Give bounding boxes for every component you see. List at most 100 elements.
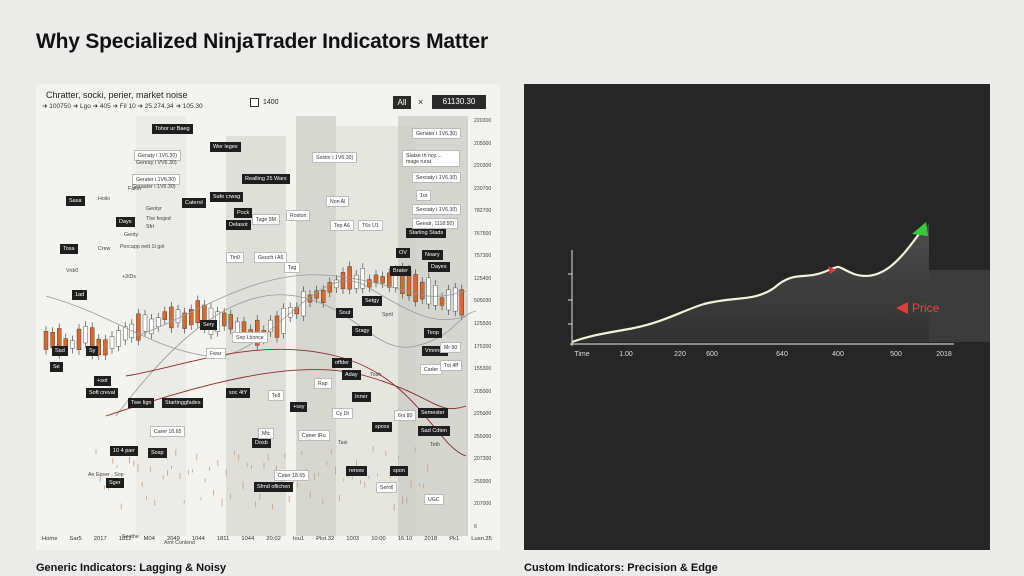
candle-body	[387, 272, 392, 288]
y-tick-label: 125400	[474, 275, 492, 282]
chart-tag: Pock	[234, 208, 253, 218]
y-tick-label: 225000	[474, 411, 492, 418]
x-tick-label: 400	[832, 351, 844, 358]
x-tick-label: 2018	[936, 351, 952, 358]
candle-body	[162, 311, 168, 320]
candle-body	[274, 315, 280, 338]
close-icon[interactable]: ×	[418, 97, 424, 107]
candle-body	[116, 330, 121, 347]
y-tick-label: 255000	[474, 433, 492, 440]
candle-body	[439, 297, 445, 306]
x-tick-label: M04	[143, 536, 155, 542]
candle-body	[281, 308, 286, 334]
chart-tag: Sy	[86, 346, 99, 356]
chart-text: Crew	[98, 246, 111, 252]
x-tick-label: 1044	[241, 536, 255, 542]
candle-body	[83, 326, 88, 344]
chart-tag: Wer leges	[210, 142, 241, 152]
candle-body	[103, 339, 108, 356]
chart-checkbox[interactable]: 1400	[250, 98, 279, 107]
x-tick-label: 16:10	[397, 536, 413, 542]
chart-tag: Soft creval	[86, 388, 118, 398]
x-tick-label: Plot.32	[316, 536, 335, 542]
chart-tag: 10 4 parr	[110, 446, 139, 456]
chart-tag: Brater	[390, 266, 411, 276]
chart-tag: soc 4tY	[226, 388, 251, 398]
chart-tag: OV	[396, 248, 410, 258]
y-tick-label: 155300	[474, 366, 492, 373]
chart-note: Te8	[268, 390, 285, 402]
x-tick-label: 1811	[216, 536, 230, 542]
x-tick-label: 1003	[346, 536, 360, 542]
x-tick-label: Lusn.35	[471, 536, 492, 542]
candle-body	[136, 313, 141, 341]
candle-body	[122, 326, 128, 341]
checkbox-box[interactable]	[250, 98, 259, 107]
chart-note: Roston	[286, 210, 311, 222]
x-tick-label: 1044	[191, 536, 205, 542]
y-tick-label: 175300	[474, 343, 492, 350]
candle-body	[287, 307, 293, 318]
chart-tag: Sout	[336, 308, 354, 318]
chart-note: Fwar	[206, 348, 226, 360]
candle-body	[360, 268, 365, 289]
y-tick-label: 505030	[474, 298, 492, 305]
chart-note: Mr 90	[440, 342, 462, 354]
x-tick-label: 2017	[93, 536, 107, 542]
chart-note: Sep Lbonce	[232, 332, 268, 344]
chart-text: Geraater i 1V6.30)	[132, 184, 176, 190]
candle-body	[340, 272, 346, 290]
chart-note: Sexoaty i 1V6.30)	[412, 172, 461, 184]
chart-text: Vnb0	[66, 268, 79, 274]
candle-body	[420, 281, 425, 300]
price-line	[571, 229, 923, 344]
chart-note: 1ot	[416, 190, 432, 202]
x-tick-label: 1812	[118, 536, 132, 542]
y-tick-label: 220300	[474, 118, 492, 124]
chart-text: Sfrt	[146, 224, 155, 230]
chart-note: Tin0	[226, 252, 244, 264]
price-marker-icon	[828, 266, 836, 274]
y-tick-label: 6	[474, 524, 477, 530]
chart-text: Sprtl	[382, 312, 393, 318]
price-label: Price	[912, 301, 940, 315]
x-tick-label: Time	[574, 351, 589, 358]
y-tick-label: 230700	[474, 185, 492, 192]
chart-note: Tep A6	[330, 220, 354, 232]
candle-body	[327, 282, 332, 293]
chart-tag: Twe Iign	[128, 398, 155, 408]
y-tick-label: 767500	[474, 230, 492, 237]
chart-text: Geoty	[124, 232, 139, 238]
chart-text: +3/Ds	[122, 274, 136, 280]
y-tick-label: 259300	[474, 478, 492, 485]
all-button[interactable]: All	[393, 96, 411, 109]
caption-custom: Custom Indicators: Precision & Edge	[524, 562, 718, 574]
chart-tag: Setgy	[362, 296, 383, 306]
chart-text: Genray i VV6.30)	[136, 160, 177, 166]
chart-note: T6s U1	[358, 220, 383, 232]
chart-note: Sexoaty i 1V6.30)	[412, 204, 461, 216]
chart-tag: Starling Stads	[406, 228, 447, 238]
y-tick-label: 205000	[474, 140, 492, 147]
price-pointer-icon	[896, 302, 908, 314]
generic-indicators-chart: Chratter, socki, perier, market noise ➜ …	[36, 84, 500, 550]
chart-text: Hoilo	[98, 196, 111, 202]
chart-note: Cater 18.65	[274, 470, 310, 482]
candle-body	[109, 336, 115, 349]
chart-note: 6nt 80	[394, 410, 417, 422]
candle-body	[175, 309, 181, 324]
chart-note: Sestor i 1V6.30)	[312, 152, 358, 164]
chart-note: Cy Dt	[332, 408, 353, 420]
chart-tag: Noary	[422, 250, 443, 260]
price-value-box[interactable]: 61130.30	[432, 95, 486, 109]
chart-tag: renow	[346, 466, 367, 476]
candle-body	[182, 312, 187, 329]
candle-body	[453, 287, 458, 312]
chart-text: Tosh	[370, 372, 382, 378]
candle-body	[433, 285, 438, 306]
candlestick-plot-area: Tohor ur Baeg Wer leges Realling 25 Wars…	[36, 116, 500, 546]
candle-body	[149, 318, 154, 335]
price-area	[572, 224, 929, 342]
chart-text: Seethe	[122, 534, 139, 540]
chart-note: Tag	[284, 262, 301, 274]
